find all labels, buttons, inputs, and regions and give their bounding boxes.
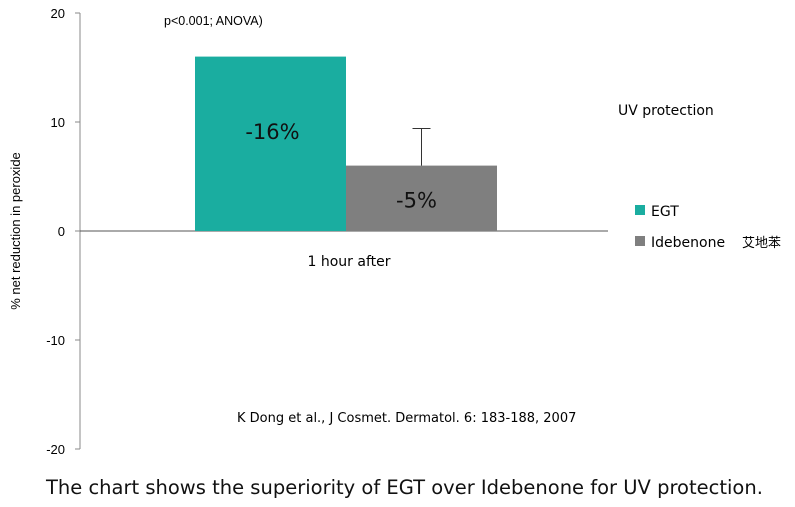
bar-idebenone — [346, 165, 497, 231]
bar-egt — [195, 56, 346, 231]
chart-labels: -16% -5% 1 hour after p<0.001; ANOVA) UV pro… — [164, 14, 714, 426]
legend-swatch-idebenone — [635, 236, 645, 246]
legend-label-egt: EGT — [651, 204, 679, 220]
data-label-idebenone: -5% — [396, 188, 437, 212]
citation: K Dong et al., J Cosmet. Dermatol. 6: 18… — [237, 411, 576, 426]
uv-protection-label: UV protection — [618, 103, 714, 119]
stat-annotation: p<0.001; ANOVA) — [164, 14, 263, 28]
legend: EGT Idebenone 艾地苯 — [635, 204, 781, 251]
legend-swatch-egt — [635, 205, 645, 215]
y-tick-label: 0 — [58, 224, 65, 239]
y-axis-label: % net reduction in peroxide — [8, 152, 23, 310]
bars — [195, 56, 497, 231]
bar-chart: 20 10 0 -10 -20 % net reduction in peroxide -… — [8, 6, 781, 457]
legend-label-idebenone: Idebenone — [651, 235, 725, 251]
y-tick-label: 10 — [51, 115, 65, 130]
y-tick-label: 20 — [51, 6, 65, 21]
data-label-egt: -16% — [245, 120, 299, 144]
x-category-label: 1 hour after — [308, 254, 391, 270]
y-tick-label: -20 — [46, 442, 65, 457]
y-tick-label: -10 — [46, 333, 65, 348]
caption: The chart shows the superiority of EGT o… — [46, 476, 763, 499]
legend-label-cjk: 艾地苯 — [742, 236, 781, 251]
